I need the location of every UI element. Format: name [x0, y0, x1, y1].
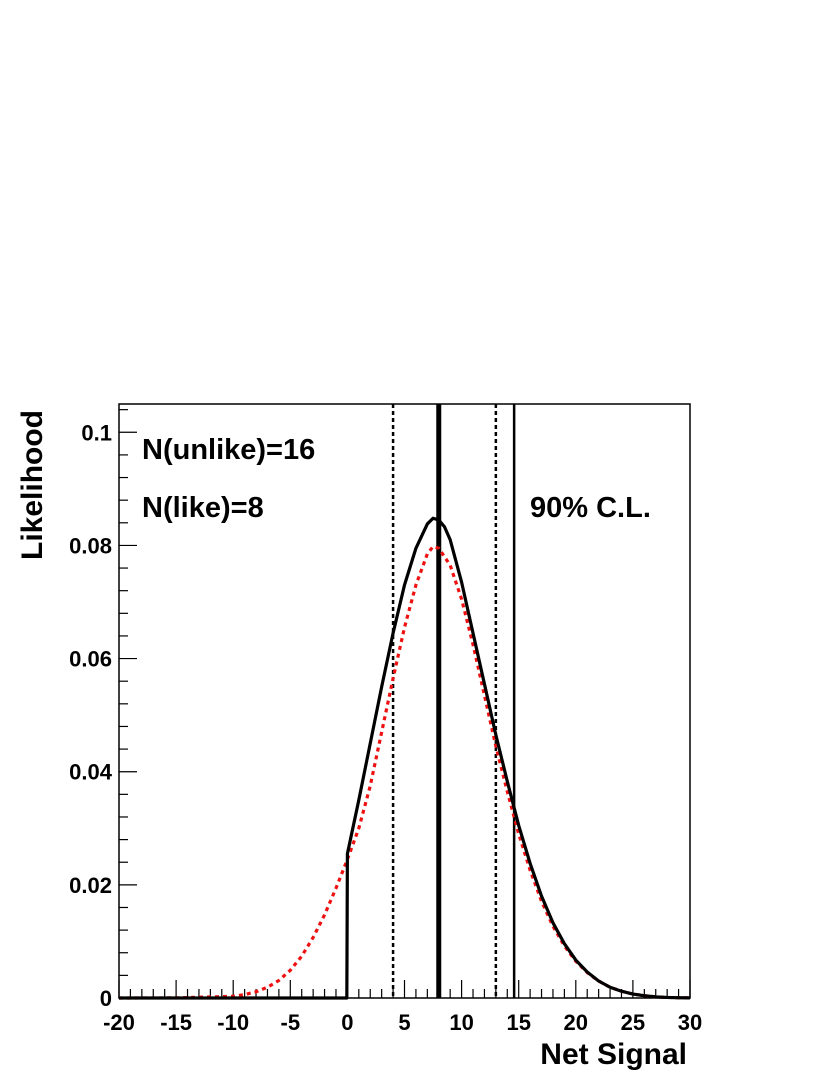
y-tick-label: 0.1: [81, 420, 112, 445]
x-tick-label: -15: [160, 1010, 192, 1035]
y-axis-title: Likelihood: [16, 410, 49, 560]
confidence-lines: [391, 404, 516, 998]
y-tick-labels: 0 0.02 0.04 0.06 0.08 0.1: [69, 420, 113, 1011]
x-tick-label: 0: [341, 1010, 353, 1035]
x-tick-label: -20: [103, 1010, 135, 1035]
series-line-black-solid: [119, 516, 691, 1000]
y-tick-label: 0.08: [69, 533, 112, 558]
x-axis-title: Net Signal: [540, 1038, 687, 1071]
y-tick-label: 0.02: [69, 873, 112, 898]
annotation-n-like: N(like)=8: [142, 492, 264, 524]
x-tick-label: 30: [678, 1010, 702, 1035]
y-tick-label: 0.04: [69, 760, 113, 785]
x-tick-label: -10: [217, 1010, 249, 1035]
series-line-red-dotted: [118, 544, 691, 1000]
x-tick-label: 10: [449, 1010, 473, 1035]
x-tick-label: 15: [506, 1010, 530, 1035]
major-ticks: [118, 431, 691, 999]
annotation-confidence-level: 90% C.L.: [530, 492, 651, 524]
x-tick-label: 5: [398, 1010, 410, 1035]
annotation-n-unlike: N(unlike)=16: [142, 434, 315, 466]
y-tick-label: 0: [100, 986, 112, 1011]
x-tick-label: 20: [564, 1010, 588, 1035]
series-layer: [118, 516, 691, 1000]
x-tick-label: 25: [621, 1010, 645, 1035]
y-tick-label: 0.06: [69, 647, 112, 672]
x-tick-label: -5: [281, 1010, 301, 1035]
x-tick-labels: -20 -15 -10 -5 0 5 10 15 20 25 30: [103, 1010, 702, 1035]
